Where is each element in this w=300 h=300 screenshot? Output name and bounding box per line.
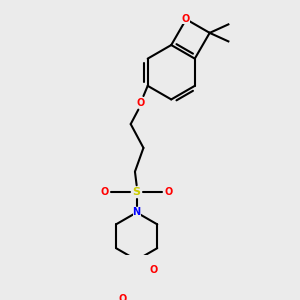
- Text: O: O: [100, 187, 109, 197]
- Text: S: S: [133, 187, 141, 197]
- Text: O: O: [118, 294, 126, 300]
- Text: N: N: [133, 208, 141, 218]
- Text: O: O: [182, 14, 190, 24]
- Text: O: O: [149, 265, 158, 275]
- Text: O: O: [137, 98, 145, 108]
- Text: O: O: [165, 187, 173, 197]
